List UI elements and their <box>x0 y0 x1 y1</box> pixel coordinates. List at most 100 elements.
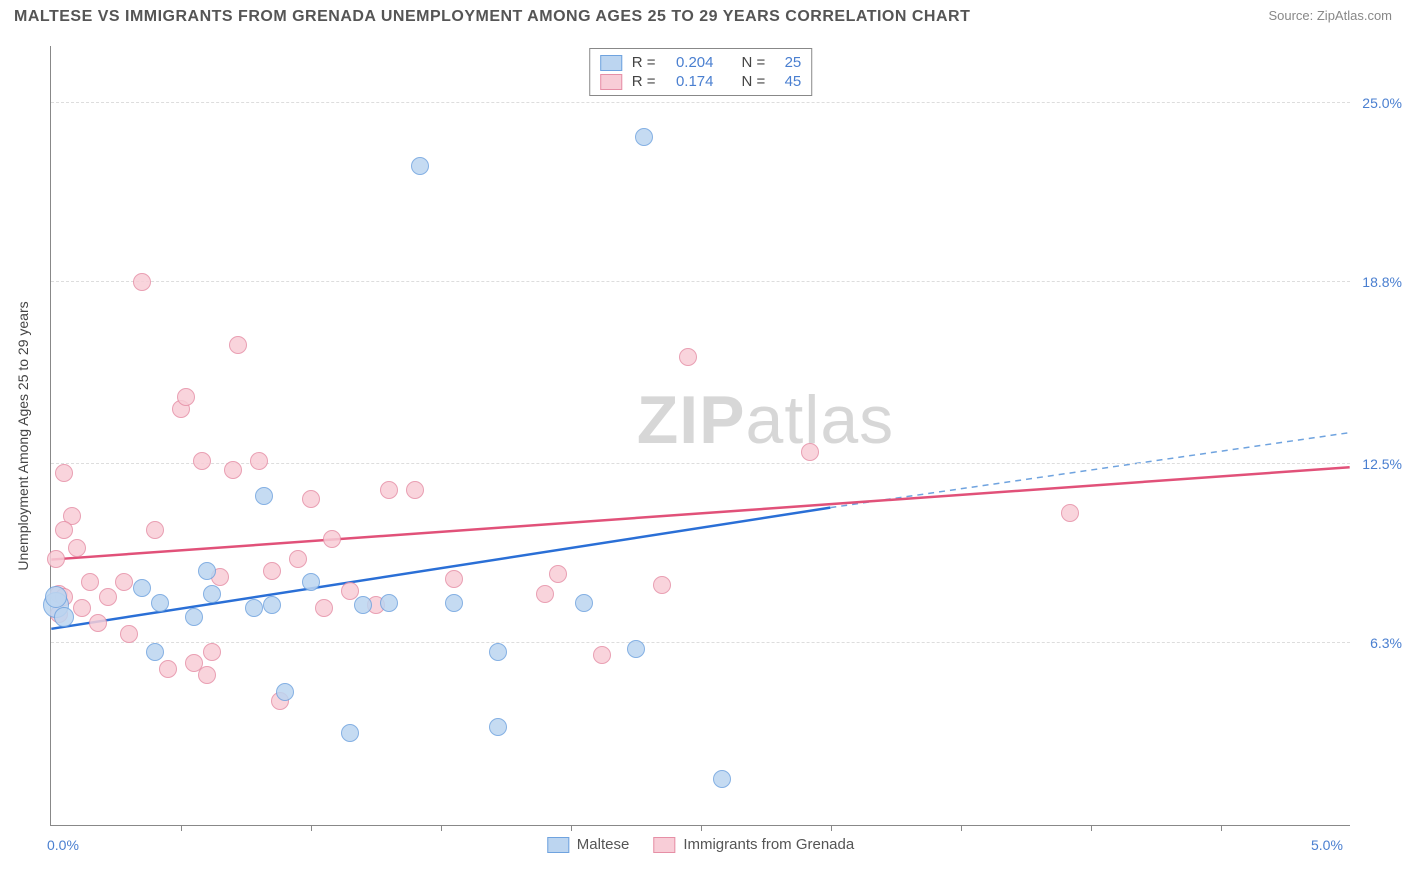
data-point <box>302 490 320 508</box>
data-point <box>54 607 74 627</box>
data-point <box>445 570 463 588</box>
watermark: ZIPatlas <box>637 381 894 459</box>
data-point <box>177 388 195 406</box>
data-point <box>73 599 91 617</box>
data-point <box>635 128 653 146</box>
data-point <box>263 596 281 614</box>
data-point <box>255 487 273 505</box>
x-tick <box>1221 825 1222 831</box>
series-name: Immigrants from Grenada <box>683 836 854 853</box>
data-point <box>185 608 203 626</box>
data-point <box>99 588 117 606</box>
r-label: R = <box>632 54 656 71</box>
data-point <box>203 585 221 603</box>
data-point <box>653 576 671 594</box>
x-tick <box>961 825 962 831</box>
data-point <box>575 594 593 612</box>
x-axis-label: 5.0% <box>1311 837 1343 853</box>
data-point <box>159 660 177 678</box>
legend-row: R = 0.174 N = 45 <box>600 72 802 91</box>
n-value: 25 <box>775 54 801 71</box>
gridline <box>51 642 1350 643</box>
data-point <box>276 683 294 701</box>
data-point <box>151 594 169 612</box>
data-point <box>250 452 268 470</box>
source-label: Source: ZipAtlas.com <box>1268 8 1392 23</box>
y-axis-title: Unemployment Among Ages 25 to 29 years <box>15 301 31 570</box>
data-point <box>146 521 164 539</box>
x-tick <box>701 825 702 831</box>
data-point <box>801 443 819 461</box>
r-label: R = <box>632 73 656 90</box>
legend-item: Maltese <box>547 836 630 853</box>
legend-swatch <box>600 74 622 90</box>
data-point <box>679 348 697 366</box>
legend-row: R = 0.204 N = 25 <box>600 53 802 72</box>
data-point <box>489 643 507 661</box>
y-tick-label: 25.0% <box>1354 95 1402 111</box>
data-point <box>380 594 398 612</box>
data-point <box>289 550 307 568</box>
data-point <box>302 573 320 591</box>
data-point <box>341 582 359 600</box>
n-label: N = <box>742 54 766 71</box>
correlation-legend: R = 0.204 N = 25 R = 0.174 N = 45 <box>589 48 813 96</box>
data-point <box>245 599 263 617</box>
legend-item: Immigrants from Grenada <box>653 836 854 853</box>
data-point <box>323 530 341 548</box>
x-tick <box>181 825 182 831</box>
data-point <box>133 579 151 597</box>
data-point <box>354 596 372 614</box>
data-point <box>55 464 73 482</box>
data-point <box>45 586 67 608</box>
n-value: 45 <box>775 73 801 90</box>
x-tick <box>831 825 832 831</box>
data-point <box>193 452 211 470</box>
x-tick <box>1091 825 1092 831</box>
legend-swatch <box>653 837 675 853</box>
data-point <box>55 521 73 539</box>
data-point <box>47 550 65 568</box>
chart-title: MALTESE VS IMMIGRANTS FROM GRENADA UNEMP… <box>14 8 970 26</box>
data-point <box>198 666 216 684</box>
r-value: 0.204 <box>666 54 714 71</box>
data-point <box>1061 504 1079 522</box>
x-tick <box>311 825 312 831</box>
r-value: 0.174 <box>666 73 714 90</box>
data-point <box>627 640 645 658</box>
data-point <box>81 573 99 591</box>
data-point <box>489 718 507 736</box>
x-tick <box>571 825 572 831</box>
data-point <box>146 643 164 661</box>
n-label: N = <box>742 73 766 90</box>
data-point <box>263 562 281 580</box>
y-tick-label: 12.5% <box>1354 456 1402 472</box>
data-point <box>68 539 86 557</box>
series-name: Maltese <box>577 836 630 853</box>
scatter-plot: Unemployment Among Ages 25 to 29 years Z… <box>50 46 1350 826</box>
data-point <box>549 565 567 583</box>
watermark-bold: ZIP <box>637 382 746 458</box>
data-point <box>229 336 247 354</box>
data-point <box>198 562 216 580</box>
data-point <box>133 273 151 291</box>
data-point <box>203 643 221 661</box>
trend-lines <box>51 46 1350 825</box>
x-axis-label: 0.0% <box>47 837 79 853</box>
data-point <box>341 724 359 742</box>
data-point <box>713 770 731 788</box>
series-legend: Maltese Immigrants from Grenada <box>547 836 854 853</box>
data-point <box>406 481 424 499</box>
data-point <box>445 594 463 612</box>
data-point <box>224 461 242 479</box>
y-tick-label: 18.8% <box>1354 274 1402 290</box>
data-point <box>536 585 554 603</box>
legend-swatch <box>547 837 569 853</box>
data-point <box>315 599 333 617</box>
data-point <box>380 481 398 499</box>
watermark-light: atlas <box>746 382 895 458</box>
gridline <box>51 102 1350 103</box>
gridline <box>51 463 1350 464</box>
gridline <box>51 281 1350 282</box>
data-point <box>593 646 611 664</box>
